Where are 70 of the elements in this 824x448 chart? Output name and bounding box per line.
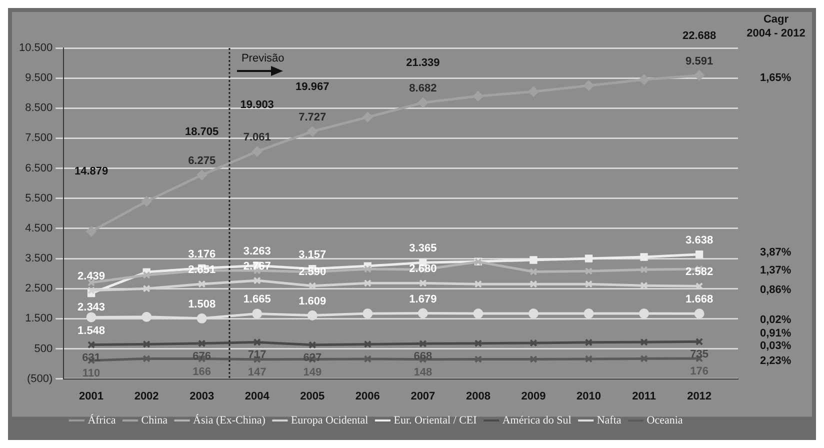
data-label: 3.263 bbox=[243, 246, 271, 258]
text: 0,86% bbox=[760, 284, 792, 296]
data-label: 1.679 bbox=[409, 293, 437, 306]
y-tick-label: 5.500 bbox=[25, 192, 53, 204]
data-label: 1.548 bbox=[78, 325, 106, 338]
data-label: 2.343 bbox=[78, 301, 106, 314]
y-tick-label: 6.500 bbox=[25, 162, 53, 174]
text: 0,91% bbox=[760, 328, 792, 340]
y-tick-label: 1.500 bbox=[25, 312, 53, 325]
legend-label: China bbox=[141, 414, 168, 426]
annotation: 19.967 bbox=[296, 81, 330, 94]
y-tick-label: 10.500 bbox=[18, 42, 53, 54]
text: 0,02% bbox=[760, 314, 792, 326]
data-label: 1.609 bbox=[298, 295, 326, 308]
data-label: 3.176 bbox=[188, 248, 216, 260]
data-label: 3.638 bbox=[686, 234, 714, 246]
text: 0,03% bbox=[760, 340, 792, 352]
data-label: 735 bbox=[690, 348, 708, 361]
data-label: 7.727 bbox=[298, 111, 326, 124]
y-tick-label: (500) bbox=[26, 372, 53, 385]
data-label: 2.680 bbox=[409, 263, 437, 276]
legend-label: Oceania bbox=[646, 414, 683, 426]
y-tick-label: 2.500 bbox=[25, 282, 53, 295]
x-tick-label: 2008 bbox=[466, 390, 490, 402]
annotation: 18.705 bbox=[185, 126, 219, 138]
y-tick-label: 4.500 bbox=[25, 222, 53, 234]
text: 2,23% bbox=[760, 354, 792, 367]
text: 2004 - 2012 bbox=[746, 28, 806, 40]
data-label: 717 bbox=[248, 349, 266, 362]
data-label: 2.590 bbox=[298, 266, 326, 278]
text: Cagr bbox=[763, 14, 790, 26]
legend-label: Europa Ocidental bbox=[290, 414, 368, 426]
x-tick-label: 2005 bbox=[300, 390, 325, 402]
data-label: 1.668 bbox=[686, 294, 714, 306]
x-tick-label: 2010 bbox=[576, 390, 601, 402]
x-tick-label: 2011 bbox=[632, 390, 656, 402]
data-label: 2.439 bbox=[78, 270, 106, 282]
y-tick-label: 3.500 bbox=[25, 252, 53, 265]
legend-label: África bbox=[88, 413, 116, 426]
text: 3,87% bbox=[760, 246, 792, 259]
text: 1,65% bbox=[760, 72, 792, 84]
data-label: 1.508 bbox=[188, 298, 216, 310]
x-tick-label: 2007 bbox=[410, 390, 436, 402]
data-label: 6.275 bbox=[188, 155, 216, 168]
annotation: 21.339 bbox=[406, 57, 440, 70]
x-tick-label: 2009 bbox=[521, 390, 546, 402]
text: 1,37% bbox=[760, 264, 792, 277]
y-tick-label: 9.500 bbox=[25, 72, 53, 84]
x-tick-label: 2004 bbox=[244, 390, 270, 402]
data-label: 1.665 bbox=[243, 294, 271, 306]
x-tick-label: 2006 bbox=[355, 390, 380, 402]
x-tick-label: 2002 bbox=[134, 390, 159, 402]
data-label: 3.157 bbox=[298, 248, 326, 261]
data-label: 9.591 bbox=[686, 55, 714, 68]
ref-line-label: Previsão bbox=[241, 52, 284, 65]
legend-label: Ásia (Ex-China) bbox=[193, 413, 266, 426]
legend-label: Eur. Oriental / CEI bbox=[394, 414, 478, 426]
data-label: 3.365 bbox=[409, 242, 437, 255]
data-label: 2.582 bbox=[686, 266, 714, 278]
annotation: 14.879 bbox=[74, 165, 108, 178]
text: 22.688 bbox=[682, 30, 716, 42]
x-tick-label: 2001 bbox=[79, 390, 104, 402]
data-label: 8.682 bbox=[409, 82, 437, 95]
x-tick-label: 2012 bbox=[687, 390, 712, 402]
legend-label: América do Sul bbox=[502, 414, 572, 426]
y-tick-label: 500 bbox=[34, 342, 53, 355]
y-tick-label: 8.500 bbox=[25, 102, 53, 114]
x-tick-label: 2003 bbox=[190, 390, 214, 402]
legend-label: Nafta bbox=[596, 414, 622, 426]
y-tick-label: 7.500 bbox=[25, 132, 53, 144]
